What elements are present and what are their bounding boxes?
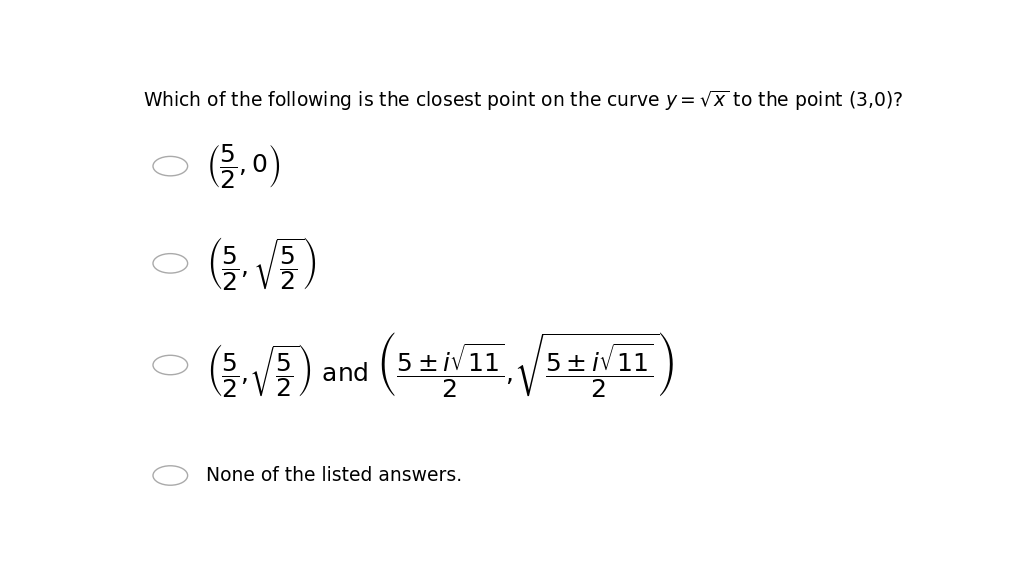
Text: Which of the following is the closest point on the curve $y = \sqrt{x}$ to the p: Which of the following is the closest po… [142,89,903,113]
Text: None of the listed answers.: None of the listed answers. [205,466,462,485]
Text: $\left(\dfrac{5}{2},\!\sqrt{\dfrac{5}{2}}\right)$ and $\left(\dfrac{5 \pm i\sqrt: $\left(\dfrac{5}{2},\!\sqrt{\dfrac{5}{2}… [205,330,674,400]
Text: $\left(\dfrac{5}{2},0\right)$: $\left(\dfrac{5}{2},0\right)$ [205,142,280,190]
Text: $\left(\dfrac{5}{2},\sqrt{\dfrac{5}{2}}\right)$: $\left(\dfrac{5}{2},\sqrt{\dfrac{5}{2}}\… [205,235,316,292]
